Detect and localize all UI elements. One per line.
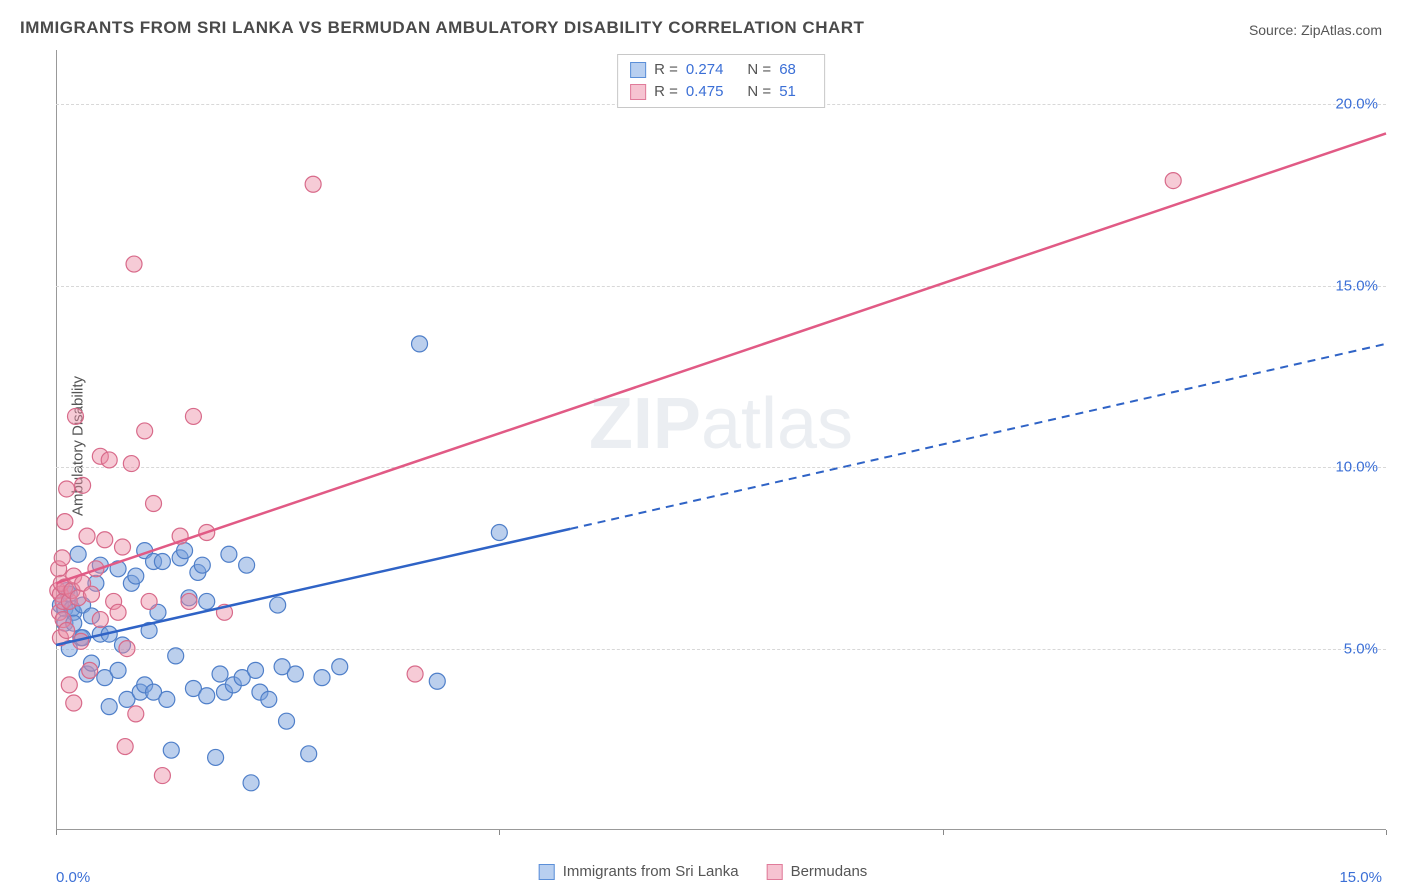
data-point: [163, 742, 179, 758]
stats-row-series2: R = 0.475 N = 51: [630, 81, 812, 103]
data-point: [177, 543, 193, 559]
n-label: N =: [747, 81, 771, 103]
data-point: [59, 481, 75, 497]
chart-title: IMMIGRANTS FROM SRI LANKA VS BERMUDAN AM…: [20, 18, 864, 38]
data-point: [270, 597, 286, 613]
data-point: [154, 768, 170, 784]
source-label: Source:: [1249, 22, 1301, 38]
data-point: [168, 648, 184, 664]
stats-row-series1: R = 0.274 N = 68: [630, 59, 812, 81]
data-point: [208, 749, 224, 765]
x-tick-label: 15.0%: [1339, 869, 1382, 886]
data-point: [128, 706, 144, 722]
series2-label: Bermudans: [791, 863, 868, 880]
data-point: [126, 256, 142, 272]
scatter-plot: [56, 50, 1386, 830]
data-point: [117, 739, 133, 755]
data-point: [243, 775, 259, 791]
series1-swatch: [539, 864, 555, 880]
data-point: [491, 525, 507, 541]
data-point: [407, 666, 423, 682]
data-point: [83, 586, 99, 602]
data-point: [82, 662, 98, 678]
series1-label: Immigrants from Sri Lanka: [563, 863, 739, 880]
data-point: [110, 604, 126, 620]
data-point: [57, 514, 73, 530]
source-attribution: Source: ZipAtlas.com: [1249, 22, 1382, 38]
r-label: R =: [654, 59, 678, 81]
data-point: [301, 746, 317, 762]
x-tick: [56, 830, 57, 835]
data-point: [154, 554, 170, 570]
data-point: [199, 593, 215, 609]
data-point: [181, 593, 197, 609]
legend-item-series1: Immigrants from Sri Lanka: [539, 863, 739, 880]
data-point: [429, 673, 445, 689]
data-point: [261, 691, 277, 707]
data-point: [61, 677, 77, 693]
data-point: [212, 666, 228, 682]
correlation-stats-box: R = 0.274 N = 68 R = 0.475 N = 51: [617, 54, 825, 108]
data-point: [66, 695, 82, 711]
data-point: [1165, 173, 1181, 189]
series2-swatch: [767, 864, 783, 880]
x-tick: [943, 830, 944, 835]
data-point: [92, 612, 108, 628]
legend-item-series2: Bermudans: [767, 863, 868, 880]
data-point: [59, 622, 75, 638]
data-point: [221, 546, 237, 562]
data-point: [146, 495, 162, 511]
source-link[interactable]: ZipAtlas.com: [1301, 22, 1382, 38]
x-tick: [1386, 830, 1387, 835]
series1-swatch: [630, 62, 646, 78]
data-point: [159, 691, 175, 707]
series1-r-value: 0.274: [686, 59, 724, 81]
plot-area: 5.0%10.0%15.0%20.0% 0.0%15.0% ZIPatlas R…: [56, 50, 1386, 830]
x-tick: [499, 830, 500, 835]
data-point: [287, 666, 303, 682]
data-point: [119, 641, 135, 657]
data-point: [75, 477, 91, 493]
data-point: [185, 408, 201, 424]
n-label: N =: [747, 59, 771, 81]
data-point: [199, 688, 215, 704]
r-label: R =: [654, 81, 678, 103]
data-point: [68, 408, 84, 424]
data-point: [128, 568, 144, 584]
data-point: [412, 336, 428, 352]
data-point: [79, 528, 95, 544]
legend: Immigrants from Sri Lanka Bermudans: [539, 863, 868, 880]
data-point: [123, 456, 139, 472]
data-point: [70, 546, 86, 562]
data-point: [110, 662, 126, 678]
data-point: [115, 539, 131, 555]
data-point: [141, 593, 157, 609]
data-point: [101, 452, 117, 468]
data-point: [279, 713, 295, 729]
series2-n-value: 51: [779, 81, 796, 103]
data-point: [97, 532, 113, 548]
data-point: [194, 557, 210, 573]
data-point: [332, 659, 348, 675]
series2-r-value: 0.475: [686, 81, 724, 103]
data-point: [248, 662, 264, 678]
data-point: [137, 423, 153, 439]
trendline-extrapolated: [570, 344, 1386, 529]
series2-swatch: [630, 84, 646, 100]
data-point: [54, 550, 70, 566]
data-point: [101, 699, 117, 715]
trendline: [56, 133, 1386, 583]
series1-n-value: 68: [779, 59, 796, 81]
x-tick-label: 0.0%: [56, 869, 90, 886]
data-point: [314, 670, 330, 686]
data-point: [239, 557, 255, 573]
data-point: [305, 176, 321, 192]
